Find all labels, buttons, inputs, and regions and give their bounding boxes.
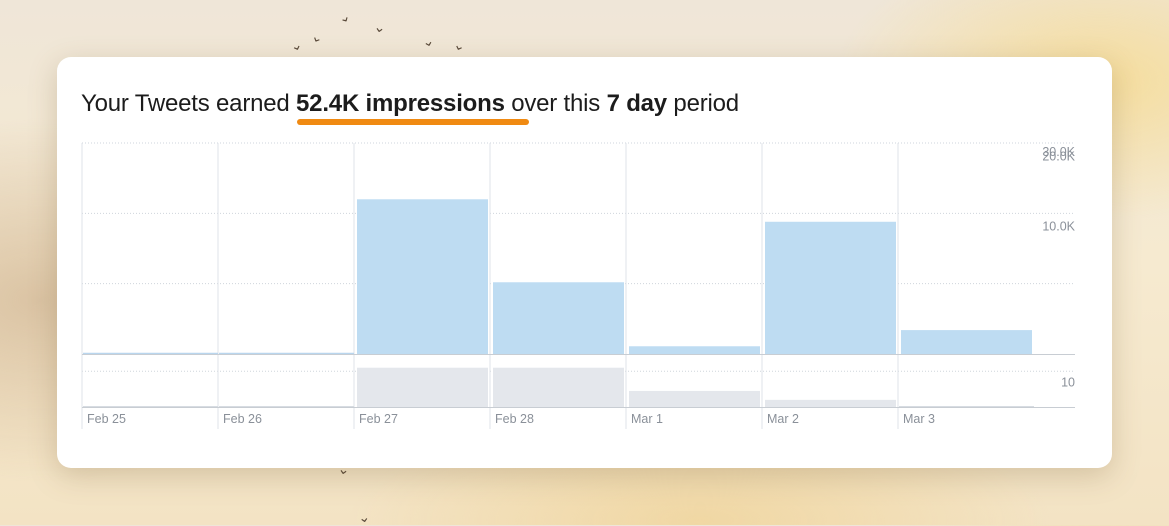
bird-icon: ⌄ [356, 508, 372, 526]
headline-impressions: 52.4K impressions [296, 90, 505, 117]
x-tick-label: Feb 25 [87, 412, 126, 426]
x-tick-label: Feb 26 [223, 412, 262, 426]
engagements-bar [765, 399, 896, 407]
engagements-bar [629, 390, 760, 407]
bird-icon: ⌄ [334, 7, 353, 27]
x-tick-label: Feb 27 [359, 412, 398, 426]
bird-icon: ⌄ [372, 18, 388, 36]
impressions-bar [357, 199, 488, 354]
bird-icon: ⌄ [451, 35, 469, 55]
engagements-bar [357, 367, 488, 407]
x-tick-label: Mar 3 [903, 412, 935, 426]
y-tick-label: 10 [1061, 375, 1075, 389]
headline-suffix: period [673, 90, 739, 117]
y-tick-label: 30.0K [1042, 145, 1075, 159]
headline: Your Tweets earned 52.4K impressions ove… [81, 90, 739, 118]
bird-icon: ⌄ [309, 27, 327, 47]
headline-period: 7 day [606, 90, 668, 117]
impressions-underline [297, 119, 529, 125]
headline-middle: over this [511, 90, 601, 117]
y-tick-label: 10.0K [1042, 220, 1075, 234]
impressions-bar [493, 282, 624, 354]
impressions-bar [629, 346, 760, 354]
impressions-bar [901, 330, 1032, 354]
y-tick-label: 20.0K [1042, 149, 1075, 163]
bird-icon: ⌄ [287, 35, 305, 55]
x-tick-label: Mar 2 [767, 412, 799, 426]
impressions-bar [765, 221, 896, 354]
engagements-bar [493, 367, 624, 407]
x-tick-label: Mar 1 [631, 412, 663, 426]
headline-prefix: Your Tweets earned [81, 90, 290, 117]
bird-icon: ⌄ [420, 31, 436, 51]
impressions-card: 10.0K 20.0K 30.0K 10 Feb 25 Feb 26 Feb 27 Feb 2… [57, 57, 1112, 468]
x-tick-label: Feb 28 [495, 412, 534, 426]
